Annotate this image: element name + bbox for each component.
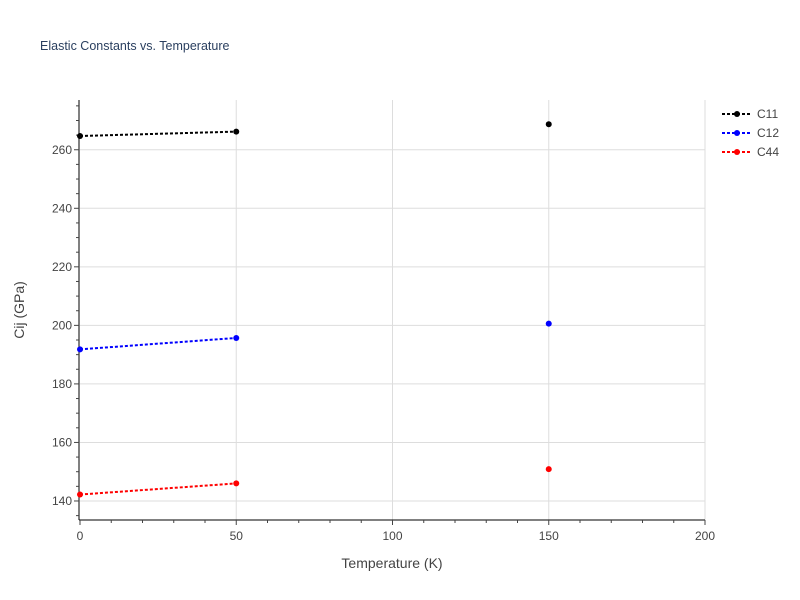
legend[interactable]: C11 C12 C44 — [722, 107, 779, 159]
y-tick-label: 260 — [52, 143, 72, 157]
legend-label-c12[interactable]: C12 — [757, 126, 779, 140]
data-point-c44[interactable] — [545, 466, 552, 473]
data-point-c12[interactable] — [77, 346, 83, 353]
series-line-c12 — [79, 336, 237, 351]
series-layer — [77, 121, 552, 498]
data-point-c11[interactable] — [233, 128, 240, 135]
data-point-c11[interactable] — [77, 133, 83, 139]
series-line-c11 — [79, 130, 237, 137]
chart-title: Elastic Constants vs. Temperature — [40, 39, 229, 53]
y-tick-label: 160 — [52, 435, 72, 449]
y-tick-label: 180 — [52, 377, 72, 391]
x-tick-label: 0 — [77, 529, 84, 543]
x-tick-label: 200 — [695, 529, 715, 543]
axes: 140 160 180 200 220 240 260 0 50 100 150 200 — [52, 100, 715, 543]
legend-label-c11[interactable]: C11 — [757, 107, 778, 121]
x-tick-label: 100 — [382, 529, 402, 543]
legend-marker-c44 — [734, 149, 740, 155]
data-point-c44[interactable] — [233, 480, 240, 487]
y-tick-label: 200 — [52, 318, 72, 332]
legend-marker-c12 — [734, 130, 740, 136]
y-tick-label: 240 — [52, 201, 72, 215]
data-point-c11[interactable] — [545, 121, 552, 128]
legend-label-c44[interactable]: C44 — [757, 145, 779, 159]
y-tick-label: 220 — [52, 260, 72, 274]
y-tick-label: 140 — [52, 494, 72, 508]
data-point-c44[interactable] — [77, 491, 83, 498]
data-point-c12[interactable] — [233, 334, 240, 341]
legend-marker-c11 — [734, 111, 740, 117]
x-tick-label: 50 — [230, 529, 244, 543]
x-axis-label: Temperature (K) — [341, 555, 442, 571]
series-line-c44 — [79, 482, 237, 496]
y-axis-label: Cij (GPa) — [11, 281, 27, 339]
x-tick-label: 150 — [539, 529, 559, 543]
data-point-c12[interactable] — [545, 320, 552, 327]
grid — [80, 100, 706, 520]
